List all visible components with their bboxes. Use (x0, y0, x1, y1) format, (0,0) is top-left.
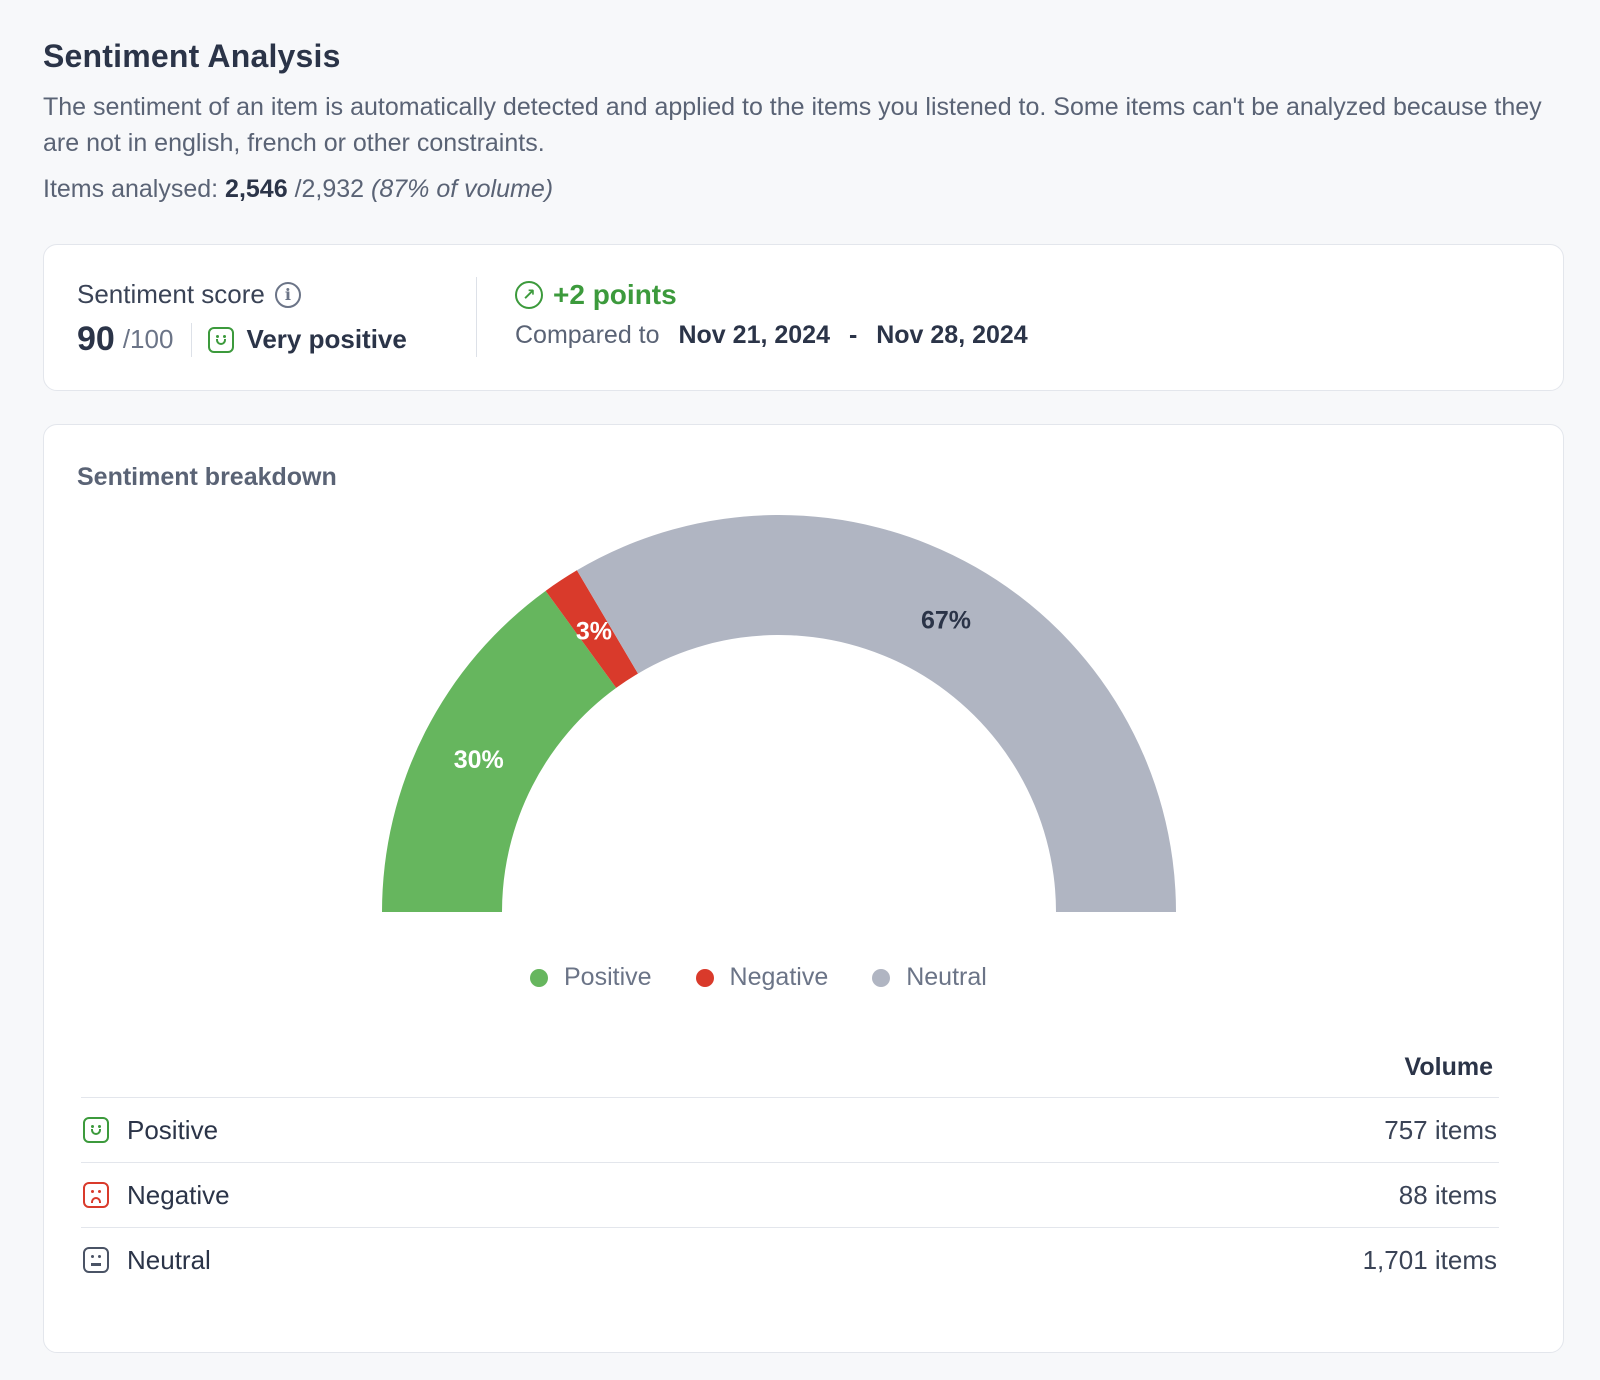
legend-label-neutral: Neutral (906, 963, 987, 991)
page-description: The sentiment of an item is automaticall… (43, 93, 1542, 157)
row-label-positive: Positive (127, 1114, 219, 1145)
legend-item-negative[interactable]: Negative (695, 963, 829, 992)
gauge-label-positive: 30% (454, 746, 504, 774)
info-icon[interactable]: i (274, 281, 301, 308)
compare-date-to: Nov 28, 2024 (876, 321, 1028, 349)
table-row-positive: Positive 757 items (81, 1097, 1499, 1162)
row-volume-neutral: 1,701 items (1362, 1244, 1497, 1275)
legend-item-neutral[interactable]: Neutral (872, 963, 987, 992)
row-volume-positive: 757 items (1384, 1114, 1497, 1145)
items-analysed-label: Items analysed: (43, 175, 219, 203)
comparison-period: Compared to Nov 21, 2024 - Nov 28, 2024 (515, 321, 1028, 350)
arrow-up-right-icon: ↗ (515, 281, 543, 309)
score-delta-value: +2 points (553, 279, 677, 310)
breakdown-title: Sentiment breakdown (77, 463, 337, 491)
gauge-segment-neutral[interactable] (576, 515, 1176, 912)
score-label: Sentiment score (77, 279, 265, 309)
volume-column-header: Volume (1404, 1053, 1493, 1081)
score-separator (191, 322, 193, 357)
sad-face-icon (83, 1182, 109, 1208)
page-title: Sentiment Analysis (43, 38, 341, 74)
table-row-neutral: Neutral 1,701 items (81, 1227, 1499, 1292)
compare-label: Compared to (515, 321, 660, 349)
score-delta: ↗ +2 points (515, 279, 1028, 311)
gauge-segment-positive[interactable] (382, 590, 617, 912)
sentiment-level: Very positive (246, 324, 407, 354)
score-max: /100 (122, 324, 174, 354)
legend-label-negative: Negative (729, 963, 829, 991)
items-analysed-count: 2,546 (225, 175, 288, 203)
gauge-label-negative: 3% (576, 617, 612, 645)
score-divider (476, 277, 477, 357)
page-header: Sentiment Analysis The sentiment of an i… (43, 38, 1563, 204)
items-total-count: /2,932 (294, 175, 365, 203)
score-value: 90 (77, 320, 115, 358)
table-row-negative: Negative 88 items (81, 1162, 1499, 1227)
legend-dot-neutral (872, 968, 891, 987)
sentiment-volume-table: Volume Positive 757 items Negative 88 it… (81, 1053, 1499, 1292)
chart-legend: Positive Negative Neutral (530, 963, 987, 992)
sentiment-gauge-chart: 30% 3% 67% (382, 515, 1176, 912)
score-label-row: Sentiment score i (77, 279, 407, 310)
items-volume-percent: (87% of volume) (371, 175, 554, 203)
items-analysed: Items analysed: 2,546 /2,932 (87% of vol… (43, 175, 1563, 204)
neutral-face-icon (83, 1247, 109, 1273)
sentiment-score-card: Sentiment score i 90 /100 Very positive … (43, 244, 1564, 391)
smile-face-icon (83, 1117, 109, 1143)
legend-label-positive: Positive (564, 963, 652, 991)
compare-date-from: Nov 21, 2024 (678, 321, 830, 349)
gauge-label-neutral: 67% (921, 606, 971, 634)
score-value-row: 90 /100 Very positive (77, 320, 407, 359)
row-volume-negative: 88 items (1398, 1179, 1497, 1210)
gauge-segment-negative[interactable] (545, 570, 638, 688)
legend-item-positive[interactable]: Positive (530, 963, 652, 992)
score-comparison: ↗ +2 points Compared to Nov 21, 2024 - N… (515, 279, 1028, 350)
legend-dot-positive (530, 968, 548, 987)
sentiment-breakdown-card: Sentiment breakdown 30% 3% 67% Positive Ne… (43, 424, 1564, 1353)
legend-dot-negative (695, 968, 714, 987)
compare-date-separator: - (848, 321, 858, 349)
score-summary: Sentiment score i 90 /100 Very positive (77, 279, 407, 359)
row-label-negative: Negative (127, 1179, 230, 1210)
smile-face-icon (208, 326, 235, 353)
row-label-neutral: Neutral (127, 1244, 211, 1275)
